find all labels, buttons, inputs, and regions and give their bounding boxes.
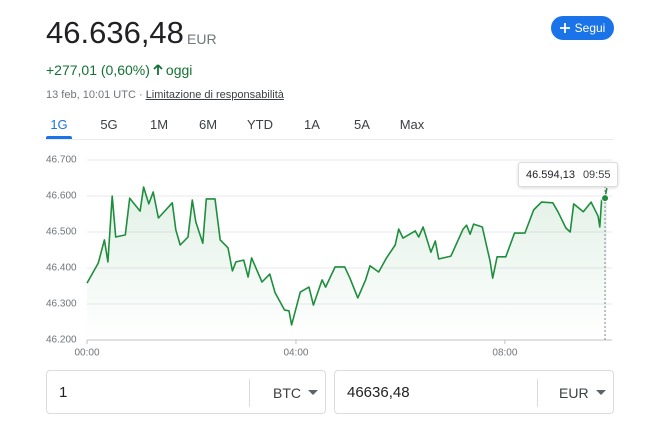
date: 13 feb, 10:01 UTC xyxy=(46,89,136,101)
tab[interactable]: 1M xyxy=(149,117,169,132)
x-tick-label: 04:00 xyxy=(283,348,308,359)
from-currency: BTC xyxy=(273,385,301,401)
to-amount: 46636,48 xyxy=(347,384,410,401)
currency: EUR xyxy=(187,31,217,47)
tab[interactable]: YTD xyxy=(247,117,273,132)
change-row: +277,01 (0,60%) oggi xyxy=(46,62,192,78)
divider xyxy=(537,379,538,407)
tab[interactable]: 5A xyxy=(354,117,370,132)
y-tick-label: 46.600 xyxy=(46,191,77,202)
y-tick-label: 46.300 xyxy=(46,299,77,310)
hover-dot xyxy=(601,194,610,203)
follow-label: Segui xyxy=(574,21,606,35)
follow-button[interactable]: Segui xyxy=(551,16,614,40)
dropdown-arrow xyxy=(596,390,606,395)
divider xyxy=(249,379,250,407)
disclaimer-link[interactable]: Limitazione di responsabilità xyxy=(145,89,284,101)
plus-icon xyxy=(559,23,570,33)
to-currency: EUR xyxy=(559,385,589,401)
tooltip: 46.594,13 09:55 xyxy=(518,162,619,187)
price-line xyxy=(86,186,608,326)
x-tick-label: 00:00 xyxy=(74,348,99,359)
tab[interactable]: 6M xyxy=(198,117,218,132)
tab[interactable]: Max xyxy=(399,117,425,132)
price: 46.636,48 xyxy=(46,15,184,50)
from-amount: 1 xyxy=(59,384,68,401)
tab[interactable]: 1G xyxy=(50,117,68,132)
tabs-divider xyxy=(46,139,614,140)
tooltip-value: 46.594,13 xyxy=(526,168,575,181)
y-tick-label: 46.400 xyxy=(46,263,77,274)
period: oggi xyxy=(165,62,193,78)
date-row: 13 feb, 10:01 UTC · Limitazione di respo… xyxy=(46,89,284,101)
y-tick-label: 46.700 xyxy=(46,155,77,166)
up-arrow xyxy=(153,64,163,75)
to-field[interactable]: 46636,48 EUR xyxy=(334,370,614,414)
y-tick-label: 46.200 xyxy=(46,335,77,346)
tooltip-time: 09:55 xyxy=(582,168,611,181)
change: +277,01 (0,60%) xyxy=(46,62,150,78)
tab[interactable]: 5G xyxy=(100,117,118,132)
x-tick-label: 08:00 xyxy=(492,348,517,359)
tab-underline xyxy=(46,136,72,139)
y-tick-label: 46.500 xyxy=(46,227,77,238)
dropdown-arrow xyxy=(308,390,318,395)
separator: · xyxy=(138,89,143,101)
tab[interactable]: 1A xyxy=(304,117,320,132)
from-field[interactable]: 1 BTC xyxy=(46,370,326,414)
